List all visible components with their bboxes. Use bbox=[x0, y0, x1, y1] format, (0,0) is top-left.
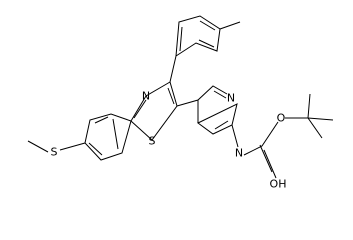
atom-label: OH bbox=[270, 178, 287, 191]
atom-labels: N S S N N O OH bbox=[51, 90, 287, 191]
atom-label: N bbox=[235, 147, 243, 160]
atom-label: N bbox=[142, 90, 150, 103]
structure-diagram: N S S N N O OH bbox=[27, 15, 334, 191]
atom-label: S bbox=[149, 135, 156, 148]
bonds bbox=[27, 15, 334, 179]
atom-label: O bbox=[277, 112, 286, 125]
atom-label: N bbox=[227, 92, 235, 105]
atom-label: S bbox=[51, 146, 58, 159]
